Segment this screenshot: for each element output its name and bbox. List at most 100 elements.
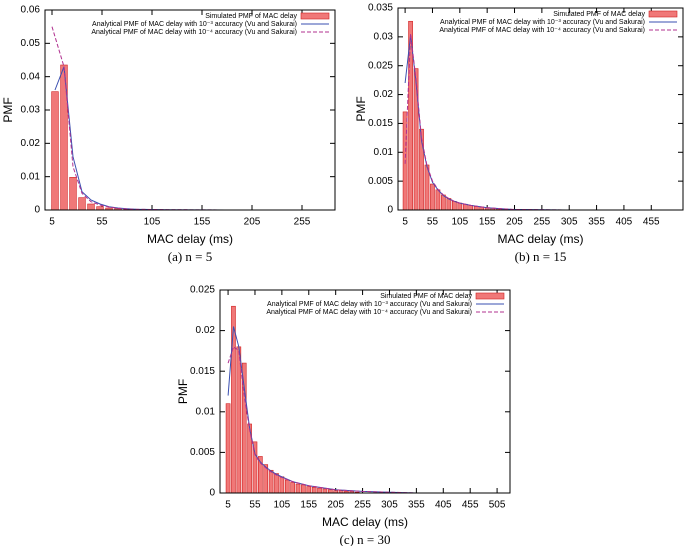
caption: (b) n = 15 <box>515 249 567 264</box>
x-axis-label: MAC delay (ms) <box>497 232 583 246</box>
bar <box>78 197 86 211</box>
x-tick-label: 5 <box>225 500 231 511</box>
legend-label: Analytical PMF of MAC delay with 10⁻³ ac… <box>267 301 472 308</box>
bar <box>317 487 322 494</box>
x-tick-label: 505 <box>489 500 506 511</box>
series-line <box>227 345 506 494</box>
legend-label: Simulated PMF of MAC delay <box>553 11 645 18</box>
caption: (a) n = 5 <box>168 249 213 264</box>
x-axis-label: MAC delay (ms) <box>147 232 233 246</box>
bar <box>225 403 231 494</box>
y-tick-label: 0.02 <box>21 138 41 149</box>
x-tick-label: 105 <box>274 500 291 511</box>
bar <box>284 479 290 494</box>
x-tick-label: 405 <box>616 217 633 228</box>
bar <box>446 198 452 211</box>
bar <box>441 194 446 211</box>
x-tick-label: 455 <box>643 217 660 228</box>
x-tick-label: 105 <box>451 217 468 228</box>
y-tick-label: 0.035 <box>368 3 393 14</box>
series-line <box>227 326 506 494</box>
y-tick-label: 0.04 <box>21 71 41 82</box>
x-tick-label: 305 <box>561 217 578 228</box>
y-tick-label: 0.01 <box>374 147 394 158</box>
x-tick-label: 205 <box>506 217 523 228</box>
series-line <box>51 26 325 211</box>
legend-label: Analytical PMF of MAC delay with 10⁻³ ac… <box>440 19 645 26</box>
x-tick-label: 255 <box>534 217 551 228</box>
bar <box>87 203 95 211</box>
bar <box>236 346 242 494</box>
series-line <box>404 35 676 211</box>
bar <box>311 487 317 494</box>
bar <box>301 484 306 494</box>
x-tick-label: 355 <box>408 500 425 511</box>
legend-label: Analytical PMF of MAC delay with 10⁻⁴ ac… <box>439 27 645 34</box>
plot-frame <box>219 289 511 494</box>
y-tick-label: 0.01 <box>196 406 216 417</box>
legend-swatch <box>475 292 505 300</box>
y-tick-label: 0.03 <box>374 31 394 42</box>
y-tick-label: 0.025 <box>190 285 215 296</box>
x-tick-label: 405 <box>435 500 452 511</box>
y-tick-label: 0.01 <box>21 171 41 182</box>
bar <box>274 473 279 494</box>
x-tick-label: 5 <box>49 217 55 228</box>
bar <box>462 203 468 211</box>
y-tick-label: 0.03 <box>21 105 41 116</box>
x-tick-label: 155 <box>479 217 496 228</box>
bar <box>430 183 435 211</box>
y-tick-label: 0 <box>209 488 215 499</box>
y-tick-label: 0.02 <box>374 89 394 100</box>
plot-frame <box>397 7 684 211</box>
y-tick-label: 0.015 <box>190 366 215 377</box>
x-tick-label: 205 <box>327 500 344 511</box>
x-tick-label: 155 <box>300 500 317 511</box>
series-line <box>54 66 325 211</box>
bar <box>290 482 295 494</box>
y-axis-label: PMF <box>176 379 190 404</box>
x-tick-label: 205 <box>244 217 261 228</box>
x-tick-label: 255 <box>294 217 311 228</box>
x-tick-label: 455 <box>462 500 479 511</box>
y-axis-label: PMF <box>1 97 15 122</box>
bar <box>51 91 59 211</box>
y-axis-label: PMF <box>354 96 368 121</box>
x-tick-label: 255 <box>354 500 371 511</box>
x-tick-label: 105 <box>144 217 161 228</box>
x-axis-label: MAC delay (ms) <box>322 515 408 529</box>
x-tick-label: 55 <box>249 500 261 511</box>
y-tick-label: 0 <box>387 205 393 216</box>
y-tick-label: 0.05 <box>21 38 41 49</box>
bar <box>322 488 328 494</box>
bar <box>295 483 301 494</box>
caption: (c) n = 30 <box>339 532 390 546</box>
y-tick-label: 0 <box>34 205 40 216</box>
bar <box>451 201 457 211</box>
legend-label: Analytical PMF of MAC delay with 10⁻⁴ ac… <box>91 29 297 36</box>
legend-label: Simulated PMF of MAC delay <box>205 13 297 20</box>
x-tick-label: 5 <box>402 217 408 228</box>
bar <box>457 202 463 211</box>
legend-swatch <box>300 12 330 20</box>
bar <box>268 469 274 494</box>
bar <box>435 189 441 211</box>
legend-label: Simulated PMF of MAC delay <box>380 293 472 300</box>
y-tick-label: 0.015 <box>368 118 393 129</box>
x-tick-label: 55 <box>427 217 439 228</box>
x-tick-label: 305 <box>381 500 398 511</box>
y-tick-label: 0.06 <box>21 5 41 16</box>
x-tick-label: 155 <box>194 217 211 228</box>
bar <box>306 486 312 494</box>
bar <box>279 476 285 494</box>
x-tick-label: 55 <box>96 217 108 228</box>
legend-label: Analytical PMF of MAC delay with 10⁻³ ac… <box>92 21 297 28</box>
bar <box>231 305 236 494</box>
y-tick-label: 0.025 <box>368 60 393 71</box>
y-tick-label: 0.02 <box>196 325 216 336</box>
bar <box>69 177 77 211</box>
legend-swatch <box>648 10 678 18</box>
x-tick-label: 355 <box>588 217 605 228</box>
bar <box>473 206 479 211</box>
